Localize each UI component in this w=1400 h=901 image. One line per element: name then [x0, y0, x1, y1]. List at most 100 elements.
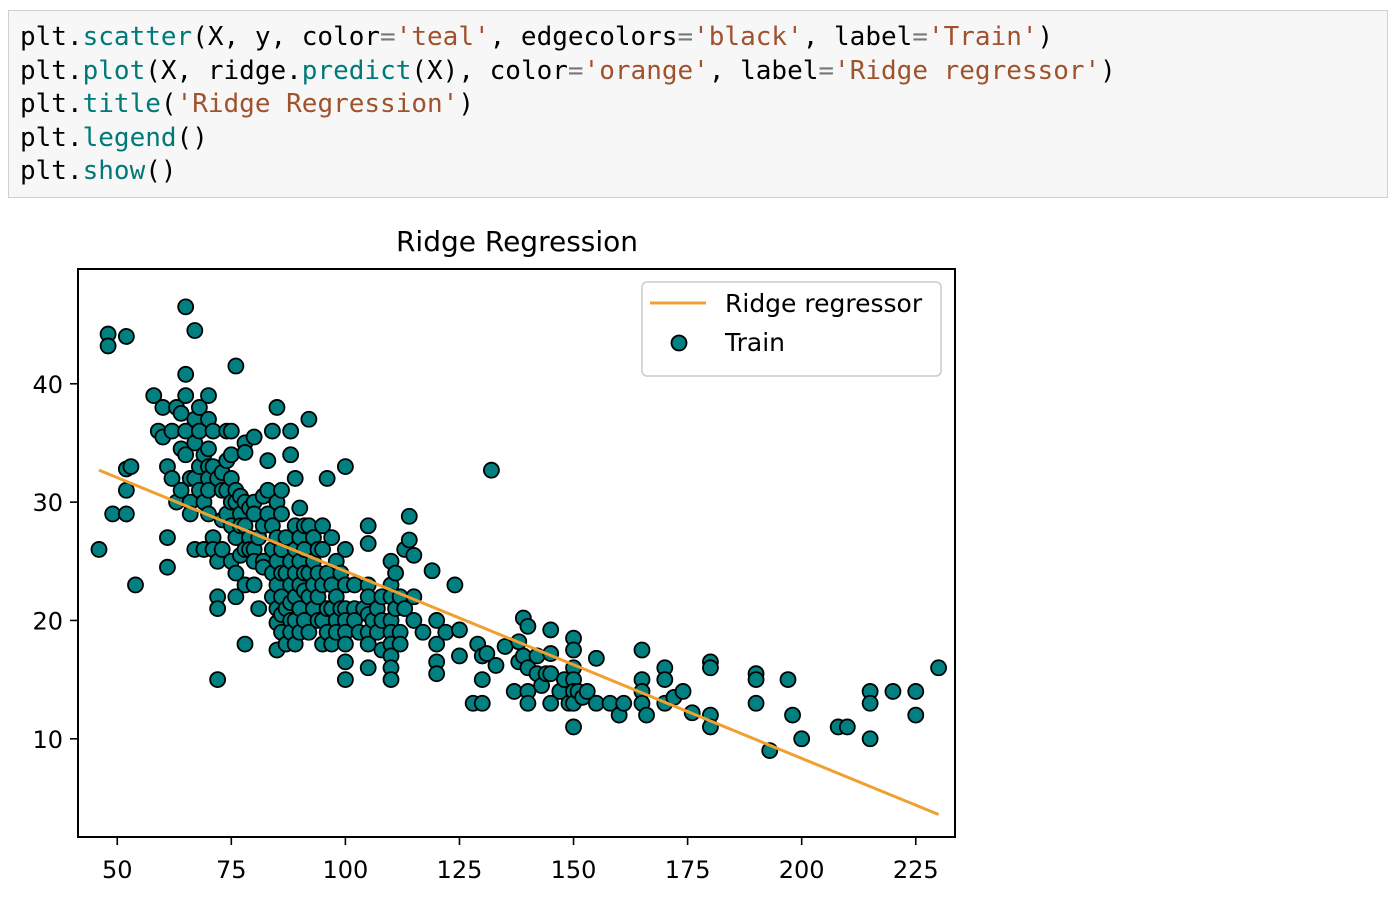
scatter-point — [451, 621, 468, 639]
scatter-point — [359, 659, 377, 677]
code-token: ) — [1100, 55, 1116, 86]
code-token: plt. — [20, 156, 83, 186]
ridge-regressor-line — [98, 468, 940, 816]
scatter-point — [519, 617, 537, 635]
scatter-point — [336, 671, 354, 689]
code-token: plt. — [20, 55, 83, 86]
code-token: title — [82, 89, 161, 119]
code-lines: plt.scatter(X, y, color='teal', edgecolo… — [20, 21, 1116, 189]
code-line: plt.show() — [20, 155, 1116, 189]
scatter-point — [414, 623, 432, 641]
scatter-point — [104, 505, 122, 523]
code-token: ( — [160, 89, 177, 119]
code-token: 'orange' — [583, 55, 709, 86]
y-tick-label: 30 — [32, 489, 63, 517]
scatter-point — [446, 576, 464, 594]
scatter-point — [587, 694, 605, 712]
scatter-point — [542, 694, 560, 712]
scatter-point — [204, 422, 222, 440]
code-token: plt. — [20, 89, 83, 119]
train-scatter-series — [90, 298, 947, 760]
scatter-point — [250, 600, 268, 618]
code-token: show — [82, 156, 146, 186]
scatter-point — [861, 730, 879, 748]
code-token: 'Ridge Regression' — [176, 89, 459, 119]
scatter-point — [122, 458, 140, 476]
scatter-point — [382, 671, 400, 689]
legend-label-train: Train — [724, 328, 785, 357]
scatter-point — [213, 541, 231, 558]
x-tick-label: 50 — [102, 856, 133, 884]
x-tick-label: 75 — [216, 856, 247, 884]
scatter-point — [930, 659, 947, 677]
scatter-point — [702, 659, 719, 677]
scatter-point — [177, 298, 195, 316]
scatter-point — [587, 649, 605, 667]
scatter-point — [779, 671, 797, 689]
scatter-point — [222, 446, 240, 464]
legend-label-ridge-regressor: Ridge regressor — [725, 289, 923, 318]
scatter-point — [793, 730, 811, 748]
scatter-point — [437, 623, 455, 641]
code-token: (X), color — [411, 55, 568, 86]
x-axis: 50 75 100 125 150 175 200 225 — [102, 837, 939, 884]
scatter-point — [177, 365, 195, 383]
scatter-point — [473, 694, 491, 712]
scatter-point — [656, 671, 674, 689]
scatter-point — [268, 399, 286, 416]
ridge-regression-chart: Ridge Regression 10 20 30 40 50 75 100 125 150 1… — [32, 225, 956, 884]
scatter-point — [387, 564, 404, 582]
scatter-point — [578, 683, 596, 700]
code-token: , label — [708, 55, 819, 86]
scatter-point — [245, 428, 263, 446]
scatter-point — [177, 387, 195, 405]
cell-output: Ridge Regression 10 20 30 40 50 75 100 125 150 1… — [0, 210, 1000, 897]
scatter-point — [90, 541, 108, 558]
scatter-point — [259, 452, 277, 470]
scatter-point — [565, 641, 582, 659]
scatter-point — [400, 507, 418, 525]
scatter-point — [633, 641, 651, 659]
scatter-point — [907, 683, 925, 700]
scatter-point — [117, 328, 135, 345]
scatter-point — [638, 706, 655, 724]
code-token: plt. — [20, 122, 83, 153]
scatter-point — [336, 635, 354, 653]
scatter-point — [907, 706, 925, 724]
scatter-point — [747, 694, 765, 712]
y-tick-label: 40 — [32, 371, 63, 399]
code-token: (X, ridge. — [145, 55, 302, 86]
code-cell[interactable]: plt.scatter(X, y, color='teal', edgecolo… — [8, 10, 1388, 198]
code-token: predict — [301, 55, 412, 86]
y-axis: 10 20 30 40 — [32, 371, 78, 754]
scatter-point — [291, 499, 309, 517]
scatter-point — [423, 562, 441, 580]
scatter-point — [300, 623, 318, 641]
scatter-point — [236, 635, 254, 653]
scatter-point — [227, 588, 245, 606]
scatter-point — [747, 671, 765, 689]
scatter-point — [505, 683, 523, 700]
scatter-point — [359, 535, 377, 552]
code-line: plt.plot(X, ridge.predict(X), color='ora… — [20, 55, 1116, 89]
scatter-point — [428, 635, 446, 653]
scatter-point — [200, 387, 217, 405]
code-line: plt.title('Ridge Regression') — [20, 88, 1116, 122]
code-token: 'black' — [693, 22, 803, 52]
scatter-point — [314, 517, 331, 535]
scatter-point — [314, 541, 331, 558]
code-token: plt. — [20, 22, 83, 52]
scatter-point — [473, 671, 491, 689]
x-tick-label: 100 — [322, 856, 368, 884]
code-line: plt.legend() — [20, 122, 1116, 156]
scatter-point — [209, 671, 227, 689]
scatter-point — [263, 422, 281, 440]
code-token: (X, y, color — [192, 22, 381, 52]
scatter-point — [428, 612, 446, 629]
scatter-point — [300, 410, 318, 428]
scatter-point — [117, 505, 135, 523]
code-token: = — [567, 55, 584, 86]
x-tick-label: 225 — [893, 856, 939, 884]
scatter-point — [784, 706, 801, 724]
scatter-point — [323, 529, 341, 547]
